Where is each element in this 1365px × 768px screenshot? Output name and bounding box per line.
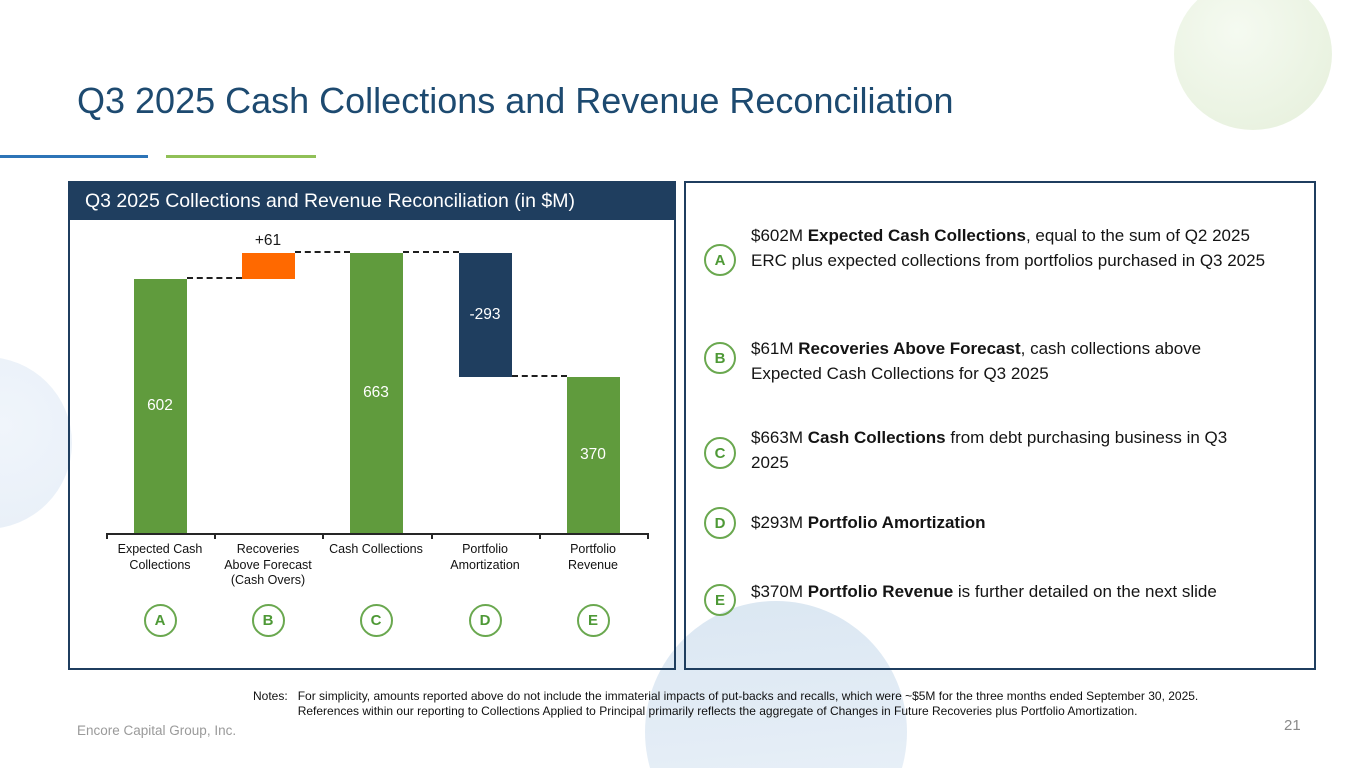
annotation-suffix: , equal to the sum of Q2 2025 ERC plus e…: [751, 226, 1266, 270]
waterfall-bar-a: [133, 278, 187, 533]
annotation-term: Cash Collections: [807, 428, 946, 447]
chart-letter-badge-d: D: [468, 604, 502, 637]
annotation-suffix: , cash collections above Expected Cash C…: [751, 339, 1202, 383]
bar-value-label: 663: [363, 384, 389, 401]
category-label: Recoveries Above Forecast (Cash Overs): [214, 542, 322, 589]
chart-panel: Q3 2025 Collections and Revenue Reconcil…: [68, 181, 676, 670]
waterfall-bar-d: [458, 253, 512, 377]
title-underline-blue: [0, 155, 148, 158]
waterfall-connector: [186, 276, 242, 279]
annotation-prefix: $370M: [751, 582, 808, 601]
category-label-line: Portfolio: [462, 542, 508, 556]
category-label-line: Collections: [129, 557, 191, 572]
annotation-term: Portfolio Amortization: [807, 513, 986, 532]
bar-value-label: -293: [469, 306, 501, 323]
annotation-term: Portfolio Revenue: [807, 582, 954, 601]
badge-letter: B: [714, 349, 726, 367]
category-label: Portfolio Revenue: [539, 542, 647, 573]
waterfall-connector: [402, 251, 459, 253]
annotation-prefix: $61M: [751, 339, 799, 358]
waterfall-bar-c: [349, 253, 403, 533]
waterfall-chart: 602 Expected Cash Collections A +61 Recoverie…: [70, 220, 674, 668]
decorative-circle-left: [0, 357, 72, 529]
chart-letter-badge-b: B: [251, 604, 285, 637]
footnote-line: References within our reporting to Colle…: [297, 704, 1138, 718]
x-axis-tick: [647, 533, 649, 539]
page-number: 21: [1284, 717, 1301, 734]
category-label: Portfolio Amortization: [431, 542, 539, 573]
category-label-line: Portfolio: [570, 542, 616, 556]
category-label-line: Amortization: [450, 557, 520, 572]
x-axis: [106, 533, 647, 535]
annotation-text: $602M Expected Cash Collections, equal t…: [751, 224, 1266, 273]
x-axis-tick: [214, 533, 217, 539]
category-label-line: Revenue: [567, 557, 619, 572]
annotation-text: $61M Recoveries Above Forecast, cash col…: [751, 337, 1266, 386]
annotation-prefix: $293M: [751, 513, 808, 532]
annotation-text: $663M Cash Collections from debt purchas…: [751, 426, 1266, 475]
footnotes-text: For simplicity, amounts reported above d…: [298, 689, 1199, 719]
annotation-term: Recoveries Above Forecast: [798, 339, 1021, 358]
footnote-line: For simplicity, amounts reported above d…: [297, 689, 1199, 703]
category-label-line: Above Forecast: [224, 557, 312, 572]
x-axis-tick: [106, 533, 108, 539]
footnotes-label: Notes:: [253, 689, 288, 703]
page-title: Q3 2025 Cash Collections and Revenue Rec…: [77, 80, 954, 121]
chart-letter-badge-a: A: [143, 604, 177, 637]
category-label-line: Expected Cash: [117, 542, 203, 556]
chart-letter-badge-e: E: [576, 604, 610, 637]
annotation-prefix: $602M: [751, 226, 808, 245]
chart-title: Q3 2025 Collections and Revenue Reconcil…: [70, 183, 674, 220]
title-underline-green: [166, 155, 316, 158]
letter-badge-a: A: [704, 244, 736, 276]
annotation-text: $370M Portfolio Revenue is further detai…: [751, 580, 1266, 605]
annotation-text: $293M Portfolio Amortization: [751, 511, 1266, 536]
waterfall-connector: [511, 374, 567, 377]
category-label-line: (Cash Overs): [230, 573, 306, 587]
category-label: Expected Cash Collections: [106, 542, 214, 573]
x-axis-tick: [322, 533, 325, 539]
annotations-panel: A $602M Expected Cash Collections, equal…: [684, 181, 1316, 670]
waterfall-bar-b: [241, 253, 295, 279]
annotation-suffix: is further detailed on the next slide: [953, 582, 1217, 601]
annotation-prefix: $663M: [751, 428, 808, 447]
badge-letter: A: [714, 251, 726, 269]
decorative-circle-top-right: [1174, 0, 1332, 130]
bar-value-label: +61: [254, 232, 282, 249]
waterfall-bar-e: [566, 376, 620, 533]
badge-letter: D: [714, 514, 726, 532]
letter-badge-b: B: [704, 342, 736, 374]
category-label-line: Recoveries: [236, 542, 300, 556]
letter-badge-d: D: [704, 507, 736, 539]
company-name: Encore Capital Group, Inc.: [77, 723, 237, 738]
letter-badge-c: C: [704, 437, 736, 469]
x-axis-tick: [430, 533, 433, 539]
letter-badge-e: E: [704, 584, 736, 616]
chart-letter-badge-c: C: [359, 604, 393, 637]
x-axis-tick: [538, 533, 541, 539]
badge-letter: E: [714, 591, 725, 609]
category-label-line: Cash Collections: [329, 542, 423, 556]
waterfall-connector: [294, 251, 350, 253]
footnotes: Notes: For simplicity, amounts reported …: [253, 689, 1198, 719]
annotation-term: Expected Cash Collections: [807, 226, 1026, 245]
bar-value-label: 370: [580, 445, 606, 463]
badge-letter: C: [714, 444, 726, 462]
category-label: Cash Collections: [322, 542, 430, 558]
annotation-suffix: from debt purchasing business in Q3 2025: [751, 428, 1228, 472]
bar-value-label: 602: [147, 396, 173, 414]
